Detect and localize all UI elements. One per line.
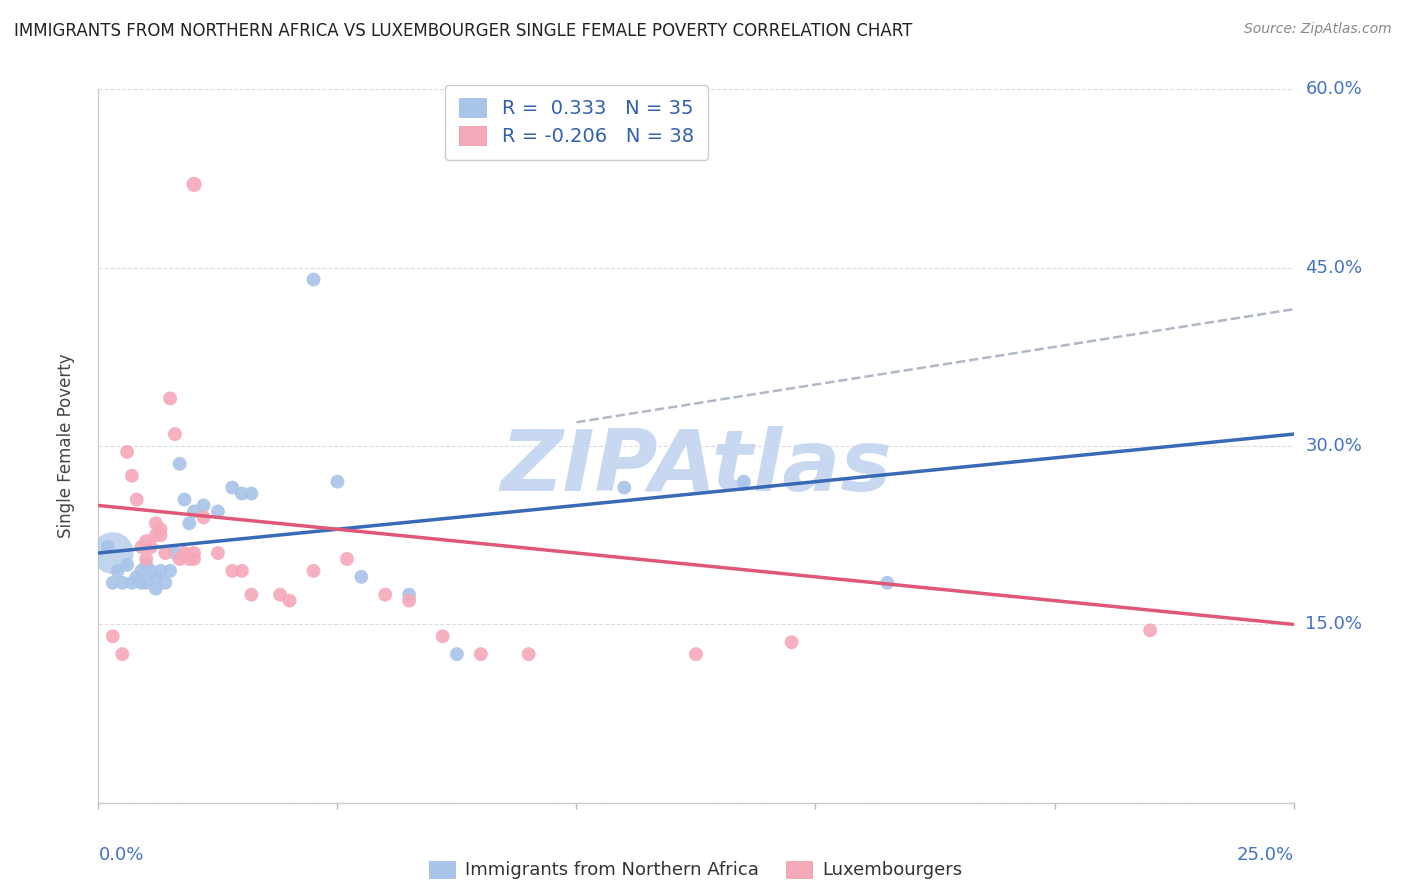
Point bbox=[374, 588, 396, 602]
Point bbox=[231, 564, 253, 578]
Point bbox=[183, 504, 205, 518]
Point bbox=[125, 570, 148, 584]
Point bbox=[350, 570, 373, 584]
Point bbox=[121, 575, 143, 590]
Point bbox=[179, 552, 201, 566]
Text: Source: ZipAtlas.com: Source: ZipAtlas.com bbox=[1244, 22, 1392, 37]
Point bbox=[231, 486, 253, 500]
Point bbox=[278, 593, 301, 607]
Point bbox=[121, 468, 143, 483]
Text: 0.0%: 0.0% bbox=[98, 846, 143, 863]
Point bbox=[613, 481, 636, 495]
Point bbox=[269, 588, 291, 602]
Legend: Immigrants from Northern Africa, Luxembourgers: Immigrants from Northern Africa, Luxembo… bbox=[422, 854, 970, 887]
Point bbox=[240, 588, 263, 602]
Point bbox=[302, 272, 325, 286]
Y-axis label: Single Female Poverty: Single Female Poverty bbox=[56, 354, 75, 538]
Text: 30.0%: 30.0% bbox=[1305, 437, 1362, 455]
Point bbox=[302, 564, 325, 578]
Point bbox=[139, 564, 162, 578]
Point bbox=[398, 593, 420, 607]
Point bbox=[111, 575, 134, 590]
Point bbox=[169, 552, 191, 566]
Point bbox=[517, 647, 540, 661]
Point bbox=[149, 522, 172, 536]
Point bbox=[183, 178, 205, 192]
Point bbox=[145, 570, 167, 584]
Point bbox=[101, 546, 124, 560]
Point bbox=[183, 546, 205, 560]
Point bbox=[107, 564, 129, 578]
Point bbox=[125, 492, 148, 507]
Point bbox=[398, 588, 420, 602]
Point bbox=[193, 499, 215, 513]
Point bbox=[1139, 624, 1161, 638]
Point bbox=[326, 475, 349, 489]
Text: ZIPAtlas: ZIPAtlas bbox=[501, 425, 891, 509]
Point bbox=[470, 647, 492, 661]
Point bbox=[336, 552, 359, 566]
Point bbox=[240, 486, 263, 500]
Point bbox=[780, 635, 803, 649]
Text: 25.0%: 25.0% bbox=[1236, 846, 1294, 863]
Point bbox=[159, 392, 181, 406]
Point bbox=[163, 427, 186, 442]
Point bbox=[135, 534, 157, 549]
Point bbox=[432, 629, 454, 643]
Point bbox=[131, 575, 153, 590]
Point bbox=[149, 564, 172, 578]
Point bbox=[101, 629, 124, 643]
Point bbox=[207, 546, 229, 560]
Point bbox=[155, 546, 177, 560]
Point bbox=[115, 445, 138, 459]
Point bbox=[179, 516, 201, 531]
Point bbox=[193, 510, 215, 524]
Point bbox=[876, 575, 898, 590]
Text: IMMIGRANTS FROM NORTHERN AFRICA VS LUXEMBOURGER SINGLE FEMALE POVERTY CORRELATIO: IMMIGRANTS FROM NORTHERN AFRICA VS LUXEM… bbox=[14, 22, 912, 40]
Point bbox=[173, 546, 195, 560]
Text: 15.0%: 15.0% bbox=[1305, 615, 1362, 633]
Point bbox=[139, 540, 162, 554]
Point bbox=[163, 546, 186, 560]
Point bbox=[207, 504, 229, 518]
Point bbox=[131, 564, 153, 578]
Point bbox=[135, 558, 157, 572]
Text: 45.0%: 45.0% bbox=[1305, 259, 1362, 277]
Point bbox=[733, 475, 755, 489]
Point bbox=[183, 552, 205, 566]
Point bbox=[111, 647, 134, 661]
Point bbox=[446, 647, 468, 661]
Point bbox=[145, 528, 167, 542]
Point bbox=[131, 540, 153, 554]
Point bbox=[135, 552, 157, 566]
Point bbox=[149, 528, 172, 542]
Point bbox=[685, 647, 707, 661]
Point bbox=[145, 516, 167, 531]
Point bbox=[221, 481, 243, 495]
Point bbox=[159, 564, 181, 578]
Point bbox=[155, 575, 177, 590]
Point bbox=[221, 564, 243, 578]
Point bbox=[145, 582, 167, 596]
Point bbox=[97, 540, 120, 554]
Point bbox=[101, 575, 124, 590]
Point bbox=[169, 457, 191, 471]
Point bbox=[135, 575, 157, 590]
Text: 60.0%: 60.0% bbox=[1305, 80, 1362, 98]
Point bbox=[115, 558, 138, 572]
Point bbox=[173, 492, 195, 507]
